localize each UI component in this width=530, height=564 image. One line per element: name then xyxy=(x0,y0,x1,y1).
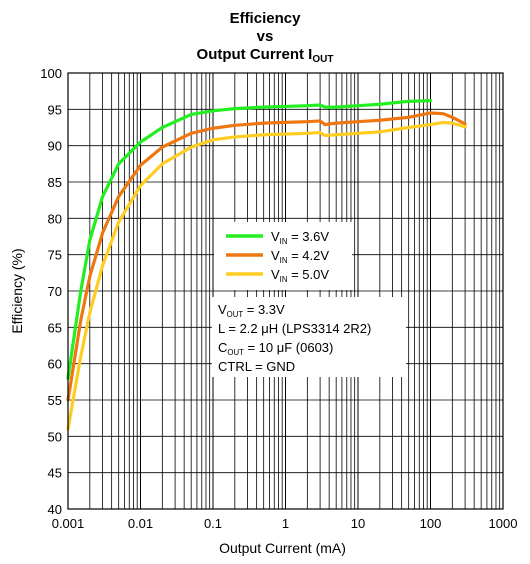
legend-label-3: VIN = 5.0V xyxy=(271,267,329,284)
annotation-line-2: L = 2.2 μH (LPS3314 2R2) xyxy=(218,321,371,336)
series-line-3 xyxy=(66,120,467,431)
chart-title-line-1: Efficiency xyxy=(229,10,301,27)
legend-label-1: VIN = 3.6V xyxy=(271,229,329,246)
y-tick-label: 70 xyxy=(48,284,62,299)
chart-title-line-2: vs xyxy=(256,28,274,45)
series-line-1 xyxy=(66,99,433,380)
x-tick-label: 1 xyxy=(282,516,289,531)
legend: VIN = 3.6V VIN = 4.2V VIN = 5.0V xyxy=(214,222,352,290)
y-tick-label: 100 xyxy=(40,66,62,81)
annotation-line-3: COUT = 10 μF (0603) xyxy=(218,340,333,357)
y-tick-label: 95 xyxy=(48,102,62,117)
y-tick-label: 90 xyxy=(48,139,62,154)
series-line-2 xyxy=(66,111,467,402)
chart-title-main: Output Current I xyxy=(196,46,313,63)
y-tick-label: 60 xyxy=(48,357,62,372)
annotation-line-4: CTRL = GND xyxy=(218,359,295,374)
axes: 0.001 0.01 0.1 1 10 100 1000 40 45 50 55 60 65 70 75 80… xyxy=(9,66,517,556)
y-tick-label: 45 xyxy=(48,466,62,481)
annotation-background xyxy=(212,297,406,377)
x-tick-label: 100 xyxy=(420,516,442,531)
x-tick-label: 1000 xyxy=(489,516,518,531)
y-tick-label: 80 xyxy=(48,211,62,226)
y-tick-label: 85 xyxy=(48,175,62,190)
y-axis-label: Efficiency (%) xyxy=(9,248,25,333)
y-tick-label: 55 xyxy=(48,393,62,408)
x-tick-label: 0.1 xyxy=(204,516,222,531)
plot-area-border xyxy=(67,72,504,510)
x-tick-label: 0.01 xyxy=(128,516,153,531)
chart-title-subscript: OUT xyxy=(312,54,334,65)
y-tick-label: 50 xyxy=(48,429,62,444)
plot-border xyxy=(67,72,504,510)
series-lines xyxy=(66,99,467,431)
x-tick-label: 10 xyxy=(351,516,365,531)
grid xyxy=(68,73,503,509)
legend-label-2: VIN = 4.2V xyxy=(271,248,329,265)
y-tick-label: 40 xyxy=(48,502,62,517)
y-tick-label: 65 xyxy=(48,320,62,335)
x-tick-label: 0.001 xyxy=(52,516,85,531)
x-axis-label: Output Current (mA) xyxy=(219,540,346,556)
annotation-box: VOUT = 3.3V L = 2.2 μH (LPS3314 2R2) COUT … xyxy=(212,297,406,377)
y-tick-label: 75 xyxy=(48,248,62,263)
annotation-line-1: VOUT = 3.3V xyxy=(218,302,285,319)
chart-title-line-3: Output Current IOUT xyxy=(0,46,530,65)
